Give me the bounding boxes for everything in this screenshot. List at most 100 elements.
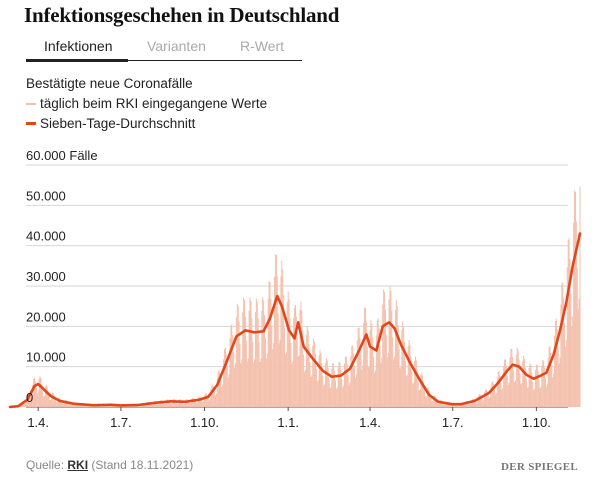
daily-bar [223,359,225,407]
daily-bar [190,403,192,407]
daily-bar [165,400,167,407]
daily-bar [174,399,176,407]
daily-bar [414,360,416,407]
daily-bar [22,402,24,407]
daily-bar [565,339,567,407]
daily-bar [87,405,89,407]
daily-bar [49,400,51,407]
daily-bar [393,359,395,407]
tab-varianten[interactable]: Varianten [147,38,206,54]
daily-bar [444,404,446,407]
daily-bar [193,397,195,407]
daily-bar [519,372,521,407]
daily-bar [431,401,433,407]
daily-bar [312,345,314,407]
daily-bar [29,396,31,407]
daily-bar [41,383,43,407]
daily-bar [530,365,532,407]
daily-bar [361,369,363,407]
daily-bar [367,367,369,407]
daily-bar [502,387,504,407]
daily-bar [523,355,525,407]
daily-bar [144,404,146,407]
daily-bar [328,379,330,407]
daily-bar [510,348,512,407]
daily-bar [44,396,46,407]
daily-bar [424,396,426,407]
daily-bar [528,367,530,407]
daily-bar [324,363,326,407]
daily-bar [290,343,292,407]
daily-bar [185,399,187,407]
daily-bar [411,371,413,407]
daily-bar [273,343,275,407]
daily-bar [504,359,506,407]
daily-bar [566,267,568,407]
daily-bar [482,400,484,407]
daily-bar [474,399,476,407]
daily-bar [408,340,410,407]
daily-bar [26,396,28,407]
daily-bar [278,343,280,407]
daily-bar [167,399,169,407]
daily-bar [321,362,323,407]
daily-bar [51,393,53,407]
daily-bar [80,404,82,407]
daily-bar [340,369,342,407]
daily-bar [445,402,447,407]
y-axis-labels: 0 10.000 20.000 30.000 40.000 50.000 60.000 Fä… [26,148,98,405]
daily-bar [386,357,388,407]
daily-bar [164,403,166,407]
y-tick-label-1: 10.000 [26,350,66,365]
daily-bar [245,340,247,407]
daily-bar [289,318,291,407]
daily-bar [534,388,536,407]
daily-bar [374,370,376,407]
daily-bar [417,381,419,407]
daily-bar [531,372,533,407]
daily-bar [327,368,329,407]
daily-bar [494,394,496,407]
daily-bar [527,386,529,407]
daily-bar [559,357,561,407]
daily-bar [526,388,528,407]
daily-bar [438,403,440,407]
daily-bar [558,363,560,407]
daily-bar [423,382,425,407]
daily-bar [68,404,70,407]
daily-bar [176,403,178,407]
daily-bar [262,297,264,407]
daily-bar [360,354,362,407]
daily-bar [365,321,367,407]
daily-bar [299,309,301,407]
daily-bar [162,401,164,407]
daily-bar [252,342,254,407]
daily-bar [294,304,296,407]
daily-bar [538,380,540,407]
daily-bar [560,304,562,407]
x-tick-label-6: 1.10. [522,415,551,430]
daily-bar [424,390,426,407]
daily-bar [433,395,435,407]
daily-bar [217,371,219,407]
daily-bar [265,358,267,407]
daily-bar [348,384,350,407]
daily-bar [416,369,418,407]
daily-bar [37,392,39,407]
daily-bar [494,389,496,407]
daily-bar [189,403,191,407]
daily-bar [113,405,115,407]
tab-infektionen[interactable]: Infektionen [44,38,113,54]
daily-bar [439,400,441,407]
source-note: Quelle: RKI (Stand 18.11.2021) [26,458,193,472]
daily-bar [246,361,248,407]
chart-area: 0 10.000 20.000 30.000 40.000 50.000 60.000 Fä… [8,148,582,430]
daily-bar [75,405,77,407]
daily-bar [196,402,198,407]
daily-bar [304,371,306,407]
tab-r-wert[interactable]: R-Wert [240,38,285,54]
source-link[interactable]: RKI [67,458,89,472]
x-tick-label-2: 1.10. [190,415,219,430]
daily-bar [300,301,302,407]
daily-bar [56,402,58,407]
